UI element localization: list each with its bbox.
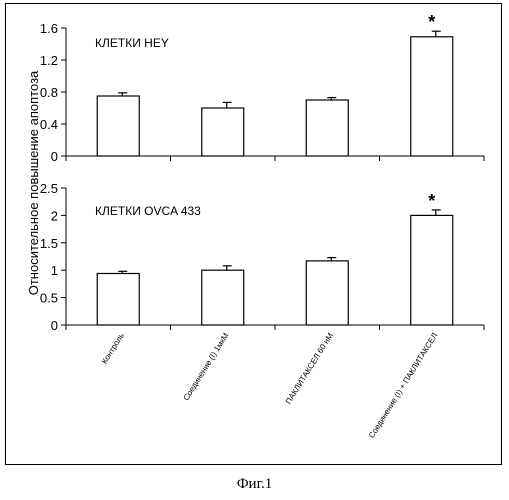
bar [306, 100, 348, 156]
y-tick-label: 0.4 [40, 117, 58, 132]
significance-marker: * [428, 191, 435, 211]
bar [411, 215, 453, 325]
y-tick-label: 2.5 [40, 181, 58, 196]
y-tick-label: 0 [51, 149, 58, 164]
x-tick-label: Контроль [100, 331, 126, 365]
y-axis-label: Относительное повышение апоптоза [26, 70, 41, 295]
bar [202, 108, 244, 156]
bar [97, 96, 139, 156]
y-tick-label: 0.5 [40, 291, 58, 306]
bar [97, 273, 139, 325]
y-tick-label: 1.2 [40, 53, 58, 68]
y-tick-label: 1.6 [40, 21, 58, 36]
bar [411, 37, 453, 156]
bar-chart: Относительное повышение апоптоза 0 0.4 0.8… [0, 0, 509, 470]
y-tick-label: 2 [51, 208, 58, 223]
panel-title: КЛЕТКИ OVCA 433 [95, 204, 201, 218]
y-tick-label: 1 [51, 263, 58, 278]
x-tick-label: Соединение (I) 1мкМ [182, 331, 231, 402]
bar [202, 270, 244, 325]
y-tick-label: 0.8 [40, 85, 58, 100]
significance-marker: * [428, 12, 435, 32]
x-tick-label: Соединение (I) + ПАКЛИТАКСЕЛ [367, 331, 439, 440]
panel-title: КЛЕТКИ HEY [95, 36, 169, 50]
x-tick-label: ПАКЛИТАКСЕЛ 60 нМ [284, 331, 335, 406]
figure-caption: Фиг.1 [0, 476, 509, 493]
bar [306, 261, 348, 325]
y-tick-label: 0 [51, 318, 58, 333]
y-tick-label: 1.5 [40, 236, 58, 251]
